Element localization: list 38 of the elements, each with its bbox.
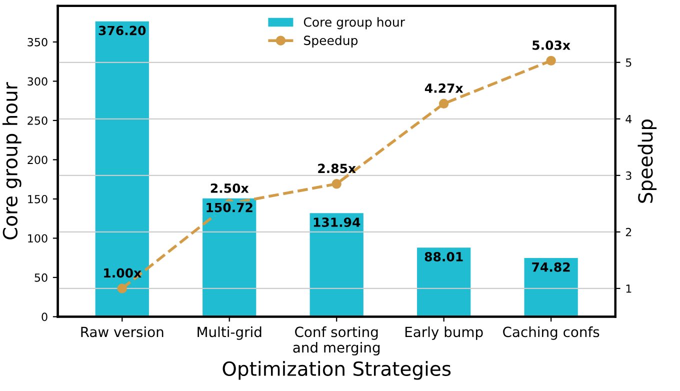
y-tick-label: 200 bbox=[28, 156, 48, 164]
y-tick-label: 150 bbox=[28, 194, 48, 204]
data-label: 4.27x bbox=[424, 83, 464, 93]
y-tick-label: 50 bbox=[34, 273, 48, 282]
x-tick-label: Caching confs bbox=[503, 326, 600, 340]
y2-tick-label: 5 bbox=[626, 58, 632, 67]
y-tick-label: 100 bbox=[28, 234, 48, 243]
y-tick-label: 350 bbox=[28, 38, 48, 46]
legend-label: Core group hour bbox=[304, 17, 405, 30]
data-label: 88.01 bbox=[424, 252, 463, 262]
data-label: 2.50x bbox=[210, 183, 249, 193]
data-label: 131.94 bbox=[314, 218, 360, 227]
y2-axis-title: Speedup bbox=[638, 120, 657, 203]
data-label: 150.72 bbox=[206, 202, 252, 212]
x-tick-label: Multi-grid bbox=[198, 326, 262, 340]
data-label: 74.82 bbox=[532, 262, 570, 272]
y-axis-title: Core group hour bbox=[2, 82, 22, 240]
y2-tick-label: 4 bbox=[626, 115, 632, 124]
point bbox=[438, 98, 449, 108]
y-tick-label: 0 bbox=[42, 312, 48, 322]
point bbox=[332, 179, 342, 189]
point bbox=[546, 56, 556, 66]
data-label: 1.00x bbox=[104, 268, 142, 278]
y-tick-label: 250 bbox=[28, 116, 48, 125]
legend-label: Speedup bbox=[304, 35, 358, 48]
x-tick-label: Conf sorting and merging bbox=[293, 326, 380, 356]
bar bbox=[95, 21, 149, 317]
x-tick-label: Early bump bbox=[405, 326, 483, 340]
data-label: 2.85x bbox=[318, 164, 356, 174]
data-label: 376.20 bbox=[98, 26, 146, 36]
point bbox=[117, 284, 127, 294]
x-axis-title: Optimization Strategies bbox=[222, 360, 451, 380]
y-tick-label: 300 bbox=[28, 77, 48, 86]
y2-tick-label: 3 bbox=[626, 171, 632, 180]
x-tick-label: Raw version bbox=[81, 326, 164, 338]
y2-tick-label: 2 bbox=[626, 228, 632, 236]
data-label: 5.03x bbox=[532, 40, 570, 50]
y2-tick-label: 1 bbox=[626, 284, 632, 293]
